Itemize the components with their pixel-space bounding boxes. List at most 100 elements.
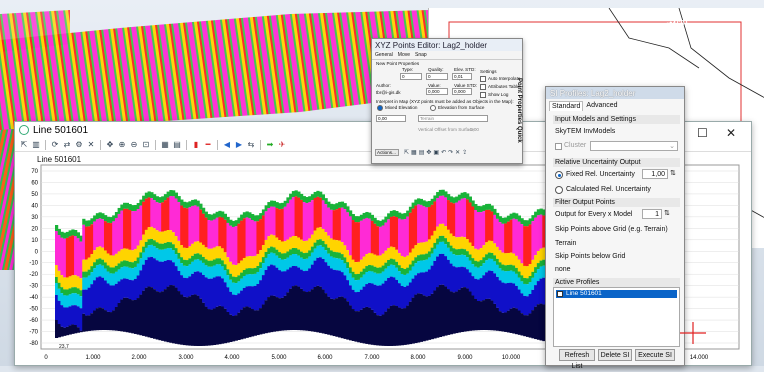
zoom-out-icon[interactable]: ⊖ <box>130 140 138 149</box>
section-cell <box>90 313 94 331</box>
fixed-uncertainty-input[interactable]: 1,00 <box>642 169 668 179</box>
chart-icon[interactable]: ▥ <box>32 140 40 149</box>
value-input[interactable]: 0,000 <box>426 88 448 95</box>
skip-below-value[interactable]: none <box>555 266 571 273</box>
plane-icon[interactable]: ✈ <box>278 140 286 149</box>
actions-button[interactable]: Actions... <box>375 149 399 156</box>
show-log-checkbox[interactable] <box>480 92 486 98</box>
grid-icon[interactable]: ▦ <box>161 140 169 149</box>
bookmark-icon[interactable]: ▮ <box>193 140 199 149</box>
save-icon[interactable]: ▣ <box>433 150 440 156</box>
grid-icon[interactable]: ▦ <box>411 150 417 156</box>
section-cell <box>82 277 86 290</box>
section-cell <box>180 199 184 206</box>
xyz-tool-icon[interactable]: ⇱ <box>404 150 410 156</box>
profile-chart[interactable]: 706050403020100-10-20-30-40-50-60-70-80 … <box>15 153 753 367</box>
section-cell <box>55 277 59 283</box>
zoom-in-icon[interactable]: ⊕ <box>118 140 126 149</box>
elevation-from-surface-radio[interactable] <box>430 105 436 111</box>
active-profiles-list[interactable]: Line 501601 <box>553 287 680 347</box>
fixed-uncertainty-radio[interactable] <box>555 171 563 179</box>
tab-snap[interactable]: Snap <box>415 52 427 58</box>
section-cell <box>313 286 317 332</box>
export-icon[interactable]: ⇪ <box>462 150 468 156</box>
forward-icon[interactable]: ➡ <box>266 140 274 149</box>
cancel-icon[interactable]: ✕ <box>87 140 95 149</box>
mixed-elevation-radio[interactable] <box>377 105 383 111</box>
section-cell <box>142 252 146 265</box>
terrain-select[interactable]: Terrain <box>418 115 488 122</box>
delete-si-button[interactable]: Delete SI <box>598 349 632 361</box>
reverse-icon[interactable]: ⇆ <box>247 140 255 149</box>
execute-si-button[interactable]: Execute SI <box>635 349 675 361</box>
list-item[interactable]: Line 501601 <box>556 290 677 298</box>
section-cell <box>427 295 432 340</box>
cluster-checkbox[interactable] <box>555 143 562 150</box>
sync-icon[interactable]: ⇄ <box>63 140 71 149</box>
section-cell <box>267 236 271 249</box>
section-cell <box>338 258 342 271</box>
section-cell <box>305 292 309 331</box>
refresh-list-button[interactable]: Refresh List <box>559 349 595 370</box>
settings-icon[interactable]: ⚙ <box>75 140 83 149</box>
section-cell <box>84 259 89 272</box>
move-icon[interactable]: ✥ <box>426 150 432 156</box>
section-cell <box>63 232 67 239</box>
undo-icon[interactable]: ↶ <box>441 150 447 156</box>
minus-icon[interactable]: ━ <box>205 140 211 149</box>
xyz-points-editor[interactable]: XYZ Points Editor: Lag2_holder General M… <box>371 38 523 164</box>
elevation-input[interactable]: 0,00 <box>376 115 406 122</box>
section-cell <box>242 270 247 277</box>
output-every-input[interactable]: 1 <box>642 209 662 219</box>
delete-icon[interactable]: ✕ <box>455 150 461 156</box>
elev-std-input[interactable]: 0,01 <box>452 73 472 80</box>
xyz-editor-title[interactable]: XYZ Points Editor: Lag2_holder <box>372 39 522 51</box>
value-std-input[interactable]: 0,000 <box>452 88 472 95</box>
quality-select[interactable]: 0 <box>426 73 448 80</box>
pan-icon[interactable]: ✥ <box>106 140 114 149</box>
section-cell <box>455 196 459 203</box>
table-icon[interactable]: ▤ <box>173 140 181 149</box>
model-source[interactable]: SkyTEM InvModels <box>555 128 616 135</box>
maximize-button[interactable]: ☐ <box>697 126 708 140</box>
tab-standard[interactable]: Standard <box>549 101 584 111</box>
si-panel-title[interactable]: SI Profiles: Lag2_holder <box>546 87 684 99</box>
section-cell <box>365 306 369 344</box>
si-profiles-panel[interactable]: SI Profiles: Lag2_holder Standard Advanc… <box>545 86 685 370</box>
author-value[interactable]: tbr@i-gis.dk <box>376 90 401 95</box>
zoom-fit-icon[interactable]: ⊡ <box>142 140 150 149</box>
tab-general[interactable]: General <box>375 52 393 58</box>
close-button[interactable]: ✕ <box>726 126 737 140</box>
table-icon[interactable]: ▤ <box>418 150 425 156</box>
x-tick-label: 14.000 <box>690 355 709 361</box>
section-cell <box>471 295 475 331</box>
prev-icon[interactable]: ◀ <box>223 140 231 149</box>
section-cell <box>261 257 266 264</box>
profile-checkbox[interactable] <box>557 291 563 297</box>
section-cell <box>419 242 423 255</box>
tab-move[interactable]: Move <box>397 52 411 58</box>
section-cell <box>68 306 72 326</box>
redo-icon[interactable]: ↷ <box>448 150 454 156</box>
section-cell <box>128 204 132 211</box>
skip-above-value[interactable]: Terrain <box>555 240 577 247</box>
section-cell <box>109 273 113 286</box>
section-cell <box>313 191 317 198</box>
section-cell <box>496 276 500 308</box>
vertical-offset-value[interactable]: 0,00 <box>470 127 479 132</box>
point-properties-quick-tab[interactable]: Point Properties Quick <box>516 77 522 143</box>
type-select[interactable]: 0 <box>400 73 422 80</box>
calculated-uncertainty-radio[interactable] <box>555 186 563 194</box>
auto-interpolate-checkbox[interactable] <box>480 76 486 82</box>
cluster-select[interactable]: ⌄ <box>590 141 678 151</box>
attributes-table-checkbox[interactable] <box>480 84 486 90</box>
select-icon[interactable]: ⇱ <box>20 140 28 149</box>
next-icon[interactable]: ▶ <box>235 140 243 149</box>
section-cell <box>387 308 391 346</box>
section-cell <box>373 284 377 313</box>
section-cell <box>504 312 508 332</box>
stepper-icon[interactable]: ⇅ <box>670 170 676 177</box>
stepper-icon[interactable]: ⇅ <box>664 210 670 217</box>
tab-advanced[interactable]: Advanced <box>586 102 618 109</box>
refresh-icon[interactable]: ⟳ <box>51 140 59 149</box>
